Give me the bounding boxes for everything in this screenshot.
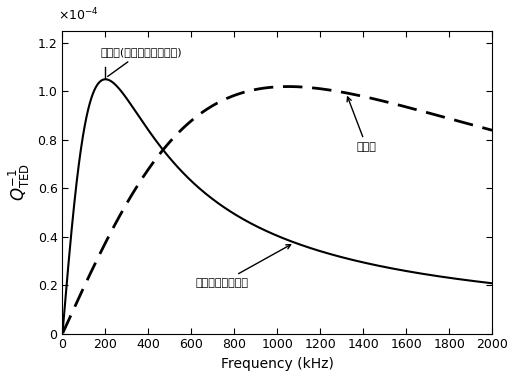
Text: 阻尼峰(实心结构悬挂微梁): 阻尼峰(实心结构悬挂微梁)	[100, 48, 182, 76]
Text: $\times 10^{-4}$: $\times 10^{-4}$	[58, 7, 99, 23]
Text: 本申请: 本申请	[347, 97, 376, 152]
Y-axis label: $Q_{\mathrm{TED}}^{-1}$: $Q_{\mathrm{TED}}^{-1}$	[7, 163, 32, 201]
X-axis label: Frequency (kHz): Frequency (kHz)	[221, 357, 334, 371]
Text: 实心结构悬挂微梁: 实心结构悬挂微梁	[196, 245, 290, 288]
